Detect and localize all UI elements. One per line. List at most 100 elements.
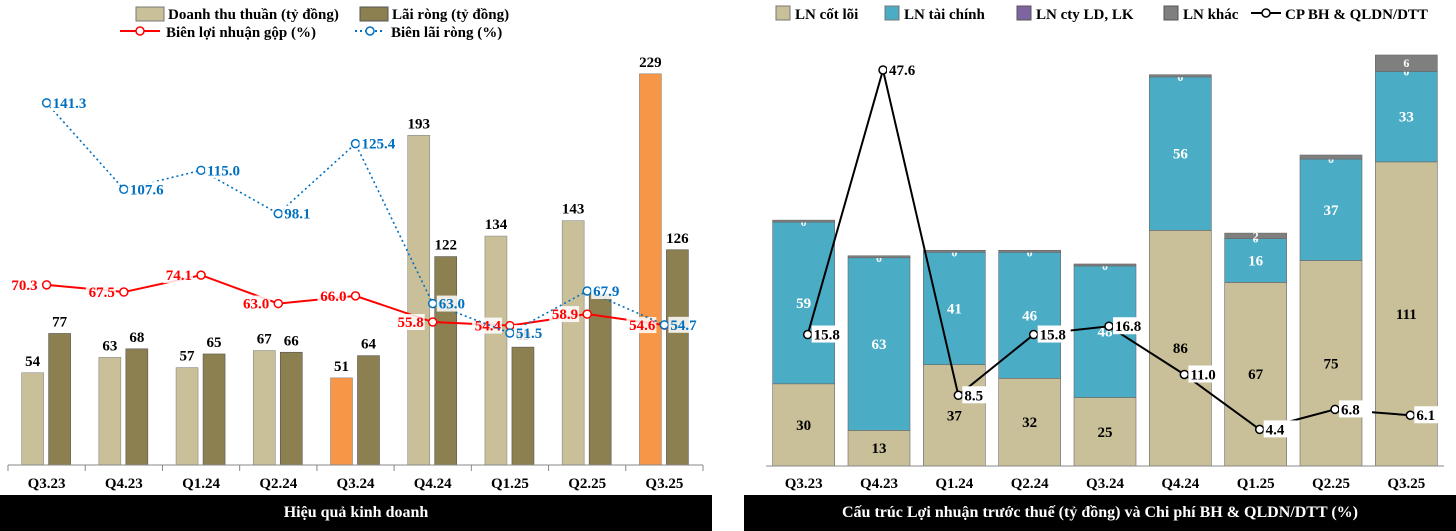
net-profit-bar xyxy=(48,333,71,466)
expense-ratio-value-label: 6.8 xyxy=(1341,402,1360,418)
net-profit-bar xyxy=(588,293,612,466)
legend-net-margin-label: Biên lãi ròng (%) xyxy=(391,25,502,41)
net-margin-label-bg xyxy=(50,94,87,111)
legend-revenue-label: Doanh thu thuần (tỷ đồng) xyxy=(168,7,339,23)
core-profit-value-label: 111 xyxy=(1396,307,1417,323)
net-margin-value-label: 115.0 xyxy=(207,163,240,179)
gross-margin-point xyxy=(427,317,438,327)
legend-expense-marker xyxy=(1261,8,1271,18)
business-performance-chart: Doanh thu thuần (tỷ đồng) Lãi ròng (tỷ đồ… xyxy=(7,6,705,492)
expense-ratio-value-label: 15.8 xyxy=(1040,328,1066,344)
revenue-value-label: 134 xyxy=(485,217,508,233)
gross-margin-label-bg xyxy=(626,317,657,334)
expense-ratio-label-bg xyxy=(1037,325,1071,343)
net-margin-value-label: 63.0 xyxy=(439,297,465,313)
net-margin-point xyxy=(119,184,129,195)
x-tick-label: Q3.24 xyxy=(337,476,375,492)
legend-jv-label: LN cty LD, LK xyxy=(1036,7,1134,23)
net-margin-label-bg xyxy=(436,295,473,312)
x-tick-label: Q3.25 xyxy=(1387,476,1425,492)
net-profit-bar xyxy=(511,346,535,466)
core-profit-value-label: 30 xyxy=(796,418,811,434)
gross-margin-value-label: 55.8 xyxy=(397,315,423,331)
net-margin-value-label: 98.1 xyxy=(284,207,310,223)
net-margin-value-label: 125.4 xyxy=(362,137,396,153)
net-margin-value-label: 51.5 xyxy=(516,326,542,342)
financial-profit-segment xyxy=(1224,238,1287,283)
net-margin-value-label: 54.7 xyxy=(670,318,697,334)
core-profit-segment xyxy=(998,378,1061,467)
net-margin-label-bg xyxy=(513,325,550,342)
legend-other-swatch xyxy=(1163,5,1179,21)
net-profit-value-label: 77 xyxy=(52,314,68,330)
gross-margin-label-bg xyxy=(240,295,271,312)
gross-margin-point xyxy=(196,270,206,280)
net-margin-point xyxy=(41,98,52,108)
gross-margin-point xyxy=(582,309,592,319)
revenue-bar xyxy=(330,377,353,466)
financial-profit-segment xyxy=(923,251,986,365)
other-profit-segment xyxy=(1224,232,1287,239)
expense-ratio-value-label: 15.8 xyxy=(814,328,840,344)
net-margin-point xyxy=(505,328,515,338)
revenue-value-label: 57 xyxy=(180,349,196,365)
expense-ratio-label-bg xyxy=(1339,400,1372,418)
other-profit-segment xyxy=(998,249,1061,253)
gross-margin-point xyxy=(41,280,52,290)
other-profit-segment xyxy=(923,249,986,253)
gross-margin-value-label: 67.5 xyxy=(89,285,115,301)
net-margin-value-label: 107.6 xyxy=(130,182,164,198)
expense-ratio-value-label: 4.4 xyxy=(1266,422,1285,438)
financial-profit-value-label: 16 xyxy=(1248,254,1264,270)
core-profit-value-label: 13 xyxy=(872,441,887,457)
x-tick-label: Q4.23 xyxy=(105,476,143,492)
legend-core-label: LN cốt lõi xyxy=(795,7,858,23)
x-tick-label: Q4.23 xyxy=(860,476,898,492)
gross-margin-value-label: 66.0 xyxy=(320,289,346,305)
business-performance-panel: Doanh thu thuần (tỷ đồng) Lãi ròng (tỷ đồ… xyxy=(0,0,712,531)
x-tick-label: Q2.24 xyxy=(259,476,297,492)
x-tick-label: Q2.24 xyxy=(1011,476,1049,492)
revenue-value-label: 51 xyxy=(334,359,349,375)
gross-margin-value-label: 74.1 xyxy=(166,268,192,284)
legend: LN cốt lõi LN tài chính LN cty LD, LK LN kh… xyxy=(775,5,1428,23)
net-margin-label-bg xyxy=(591,283,628,300)
financial-profit-value-label: 41 xyxy=(947,301,962,317)
legend-net-profit-label: Lãi ròng (tỷ đồng) xyxy=(392,7,509,23)
financial-profit-segment xyxy=(1149,76,1212,231)
expense-ratio-point xyxy=(1330,404,1340,415)
expense-ratio-point xyxy=(1028,329,1039,340)
core-profit-value-label: 75 xyxy=(1324,356,1339,372)
financial-profit-segment xyxy=(1299,158,1363,261)
legend-expense-label: CP BH & QLDN/DTT xyxy=(1285,7,1428,23)
legend-core-swatch xyxy=(775,5,791,21)
x-tick-label: Q1.24 xyxy=(935,476,973,492)
gross-margin-label-bg xyxy=(8,276,39,293)
expense-ratio-label-bg xyxy=(811,325,845,343)
financial-profit-segment xyxy=(998,251,1061,379)
expense-ratio-point xyxy=(878,65,888,75)
core-profit-value-label: 86 xyxy=(1173,341,1189,357)
net-profit-value-label: 65 xyxy=(207,335,222,351)
gross-margin-value-label: 58.9 xyxy=(552,307,578,323)
financial-profit-segment xyxy=(1375,71,1438,163)
net-margin-point xyxy=(196,165,206,176)
expense-ratio-label-bg xyxy=(1414,406,1448,424)
expense-ratio-point xyxy=(1254,424,1265,435)
net-profit-bar xyxy=(357,355,380,466)
revenue-bar xyxy=(484,235,508,466)
expense-ratio-point xyxy=(1179,369,1190,380)
gross-margin-label-bg xyxy=(394,314,425,331)
legend-gross-margin-marker xyxy=(135,26,145,36)
profit-structure-panel: LN cốt lõi LN tài chính LN cty LD, LK LN kh… xyxy=(744,0,1456,531)
financial-profit-value-label: 37 xyxy=(1324,203,1340,219)
revenue-bar xyxy=(561,220,585,466)
core-profit-value-label: 32 xyxy=(1022,415,1037,431)
business-performance-caption: Hiệu quả kinh doanh xyxy=(0,495,712,531)
x-tick-label: Q1.25 xyxy=(491,476,529,492)
legend-other-label: LN khác xyxy=(1183,7,1239,23)
financial-profit-value-label: 56 xyxy=(1173,147,1189,163)
expense-ratio-point xyxy=(953,390,964,401)
legend-financial-swatch xyxy=(884,5,900,21)
revenue-bar xyxy=(98,357,122,466)
